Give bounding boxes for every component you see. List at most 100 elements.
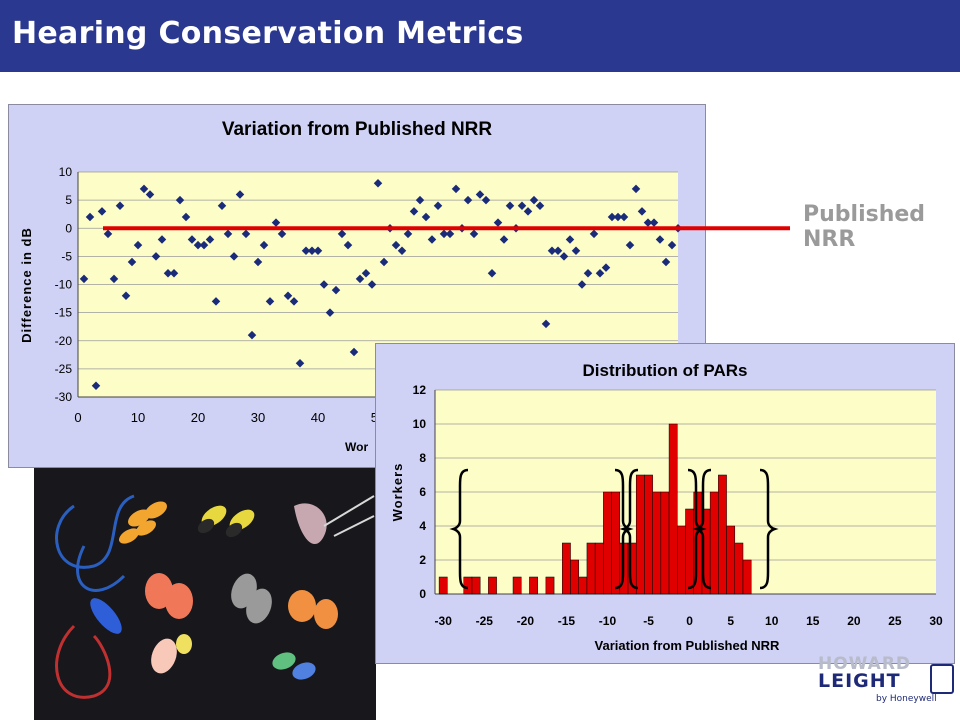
scatter-point [331, 285, 341, 295]
scatter-point [601, 263, 611, 272]
scatter-point [343, 240, 353, 250]
histogram-brace [759, 468, 779, 590]
scatter-y-tick-label: -10 [55, 278, 73, 292]
scatter-y-tick-label: -30 [55, 390, 73, 404]
scatter-point [433, 201, 443, 210]
scatter-x-tick-label: 0 [74, 410, 81, 425]
scatter-point [289, 297, 299, 306]
scatter-point [397, 246, 407, 255]
scatter-point [355, 274, 365, 284]
scatter-point [229, 252, 239, 261]
logo-mark-icon [930, 664, 954, 694]
scatter-point [337, 229, 347, 239]
scatter-point [445, 229, 455, 239]
scatter-y-axis-label: Difference in dB [19, 227, 34, 343]
histogram-bar [734, 542, 744, 595]
histogram-bar [677, 525, 686, 595]
scatter-point [661, 257, 671, 267]
scatter-point [145, 190, 155, 199]
scatter-point [481, 195, 491, 205]
logo-line-1: HOWARD [818, 654, 912, 674]
scatter-point [301, 246, 311, 255]
scatter-point [487, 269, 497, 278]
scatter-point [91, 381, 101, 390]
scatter-point [181, 212, 191, 222]
scatter-point [421, 212, 431, 222]
header-bar: Hearing Conservation Metrics [0, 0, 960, 72]
histogram-brace [619, 468, 639, 590]
scatter-point [349, 347, 359, 357]
scatter-point [235, 190, 245, 199]
scatter-point [115, 201, 125, 210]
histogram-bar [578, 576, 588, 595]
scatter-y-tick-label: 10 [59, 165, 73, 179]
scatter-point [259, 240, 269, 250]
scatter-point [151, 252, 161, 261]
page-title: Hearing Conservation Metrics [12, 16, 524, 51]
scatter-point [427, 235, 437, 244]
histogram-bar [562, 542, 571, 595]
histogram-x-tick-label: 30 [929, 614, 943, 628]
scatter-point [199, 240, 209, 250]
histogram-y-tick-label: 12 [413, 383, 427, 397]
histogram-bar [635, 474, 645, 595]
histogram-bar [471, 576, 481, 595]
scatter-point [223, 229, 233, 239]
annotation-line-1: Published [803, 202, 926, 227]
scatter-point [307, 246, 317, 255]
scatter-point [157, 235, 167, 244]
histogram-title: Distribution of PARs [583, 361, 748, 380]
histogram-bar [668, 423, 678, 595]
scatter-point [493, 218, 503, 227]
histogram-bar [644, 474, 653, 595]
published-nrr-annotation: Published NRR [803, 202, 925, 252]
histogram-bar [709, 491, 719, 595]
histogram-x-tick-label: 5 [727, 614, 734, 628]
scatter-y-tick-label: 0 [65, 221, 72, 235]
scatter-point [109, 274, 119, 284]
scatter-point [475, 190, 485, 199]
scatter-y-ticks: 10 5 0 -5 -10 -15 -20 -25 -30 [55, 165, 73, 404]
scatter-point [367, 280, 377, 289]
histogram-bar [545, 576, 555, 595]
histogram-bar [603, 491, 612, 595]
histogram-y-tick-label: 2 [419, 553, 426, 567]
histogram-y-tick-label: 8 [419, 451, 426, 465]
scatter-point [595, 269, 605, 278]
histogram-bar [726, 525, 736, 595]
histogram-x-tick-label: -30 [435, 614, 453, 628]
earplugs-photo [34, 466, 376, 720]
annotation-line-2: NRR [803, 227, 856, 252]
histogram-y-tick-label: 10 [413, 417, 427, 431]
scatter-y-tick-label: -25 [55, 362, 73, 376]
scatter-point [313, 246, 323, 255]
histogram-y-ticks: 12 10 8 6 4 2 0 [413, 383, 427, 601]
histogram-bar [660, 491, 670, 595]
histogram-brace [687, 468, 707, 590]
scatter-point [271, 218, 281, 227]
scatter-point [391, 240, 401, 250]
scatter-point [295, 359, 305, 368]
scatter-point [163, 269, 173, 278]
scatter-y-tick-label: 5 [65, 193, 72, 207]
scatter-x-tick-label: 10 [131, 410, 145, 425]
scatter-x-axis-label: Wor [345, 440, 368, 454]
histogram-bar [529, 576, 538, 595]
scatter-point [583, 269, 593, 278]
scatter-point [325, 308, 335, 317]
scatter-point [139, 184, 149, 194]
logo-line-2: LEIGHT [818, 670, 901, 692]
scatter-point [439, 229, 449, 239]
scatter-y-tick-label: -20 [55, 334, 73, 348]
scatter-point [463, 195, 473, 205]
scatter-point [403, 229, 413, 239]
histogram-panel: Distribution of PARs 12 10 8 6 4 2 0 -30 -25 -20… [375, 343, 955, 664]
histogram-bar [742, 559, 752, 595]
scatter-point [361, 269, 371, 278]
scatter-point [319, 280, 329, 289]
scatter-point [469, 229, 479, 239]
scatter-point [121, 291, 131, 300]
histogram-x-tick-label: 10 [765, 614, 779, 628]
histogram-bar [463, 576, 473, 595]
scatter-point [265, 297, 275, 306]
